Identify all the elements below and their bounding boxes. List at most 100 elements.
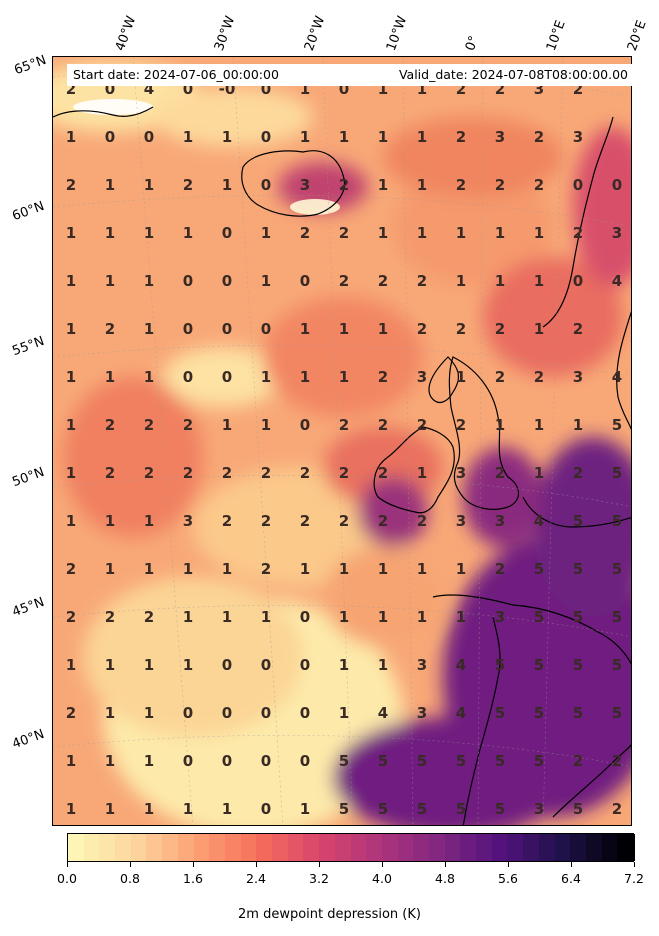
grid-value-label: 1 (300, 800, 310, 818)
grid-value-label: 0 (261, 800, 271, 818)
lon-label-30w: 30°W (211, 14, 239, 53)
grid-value-label: 0 (300, 416, 310, 434)
grid-value-label: 1 (66, 752, 76, 770)
colorbar-tickmark (256, 862, 257, 867)
grid-value-label: 1 (144, 176, 154, 194)
grid-value-label: 1 (300, 80, 310, 98)
grid-value-label: 1 (495, 416, 505, 434)
grid-value-label: 2 (105, 464, 115, 482)
grid-value-label: 5 (612, 416, 622, 434)
colorbar-tick-label: 5.6 (498, 871, 518, 886)
grid-value-label: 0 (183, 320, 193, 338)
grid-value-label: 2 (573, 752, 583, 770)
grid-value-label: 1 (456, 272, 466, 290)
colorbar-segment (507, 834, 525, 861)
dewpoint-field-shading (53, 62, 631, 825)
grid-value-label: 1 (183, 608, 193, 626)
grid-value-label: 2 (378, 512, 388, 530)
grid-value-label: 2 (534, 128, 544, 146)
grid-value-label: 1 (105, 704, 115, 722)
grid-value-label: 1 (105, 800, 115, 818)
grid-value-label: 1 (66, 368, 76, 386)
colorbar-segment (334, 834, 353, 861)
grid-value-label: 2 (573, 320, 583, 338)
grid-value-label: 2 (573, 224, 583, 242)
grid-value-label: 2 (339, 512, 349, 530)
grid-value-label: 2 (495, 464, 505, 482)
grid-value-label: 0 (300, 272, 310, 290)
grid-value-label: 2 (66, 704, 76, 722)
grid-value-label: 3 (456, 512, 466, 530)
grid-value-label: 3 (495, 128, 505, 146)
grid-value-label: 3 (495, 512, 505, 530)
colorbar-tick-label: 1.6 (183, 871, 203, 886)
colorbar-segment (350, 834, 368, 861)
grid-value-label: 1 (183, 656, 193, 674)
grid-value-label: 4 (612, 368, 622, 386)
grid-value-label: 1 (66, 320, 76, 338)
grid-value-label: 1 (300, 368, 310, 386)
grid-value-label: 3 (456, 464, 466, 482)
grid-value-label: 2 (261, 512, 271, 530)
grid-value-label: 2 (339, 224, 349, 242)
grid-value-label: 5 (339, 800, 349, 818)
grid-value-label: 0 (261, 80, 271, 98)
grid-value-label: 3 (417, 704, 427, 722)
grid-value-label: 2 (378, 272, 388, 290)
colorbar-segment (570, 834, 588, 861)
grid-value-label: 1 (417, 560, 427, 578)
grid-value-label: 2 (456, 80, 466, 98)
grid-value-label: 1 (261, 608, 271, 626)
grid-value-label: 1 (417, 128, 427, 146)
grid-value-label: 1 (534, 224, 544, 242)
grid-value-label: 0 (300, 752, 310, 770)
colorbar-tickmark (193, 862, 194, 867)
grid-value-label: 2 (144, 416, 154, 434)
grid-value-label: 3 (495, 608, 505, 626)
colorbar-segment (209, 834, 227, 861)
colorbar-tick-label: 7.2 (624, 871, 644, 886)
grid-value-label: 0 (300, 704, 310, 722)
grid-value-label: 2 (66, 560, 76, 578)
grid-value-label: 2 (417, 512, 427, 530)
grid-value-label: 4 (534, 512, 544, 530)
colorbar-tick-label: 6.4 (561, 871, 581, 886)
lon-label-10e: 10°E (543, 18, 569, 53)
grid-value-label: 3 (573, 368, 583, 386)
colorbar-segment (224, 834, 243, 861)
grid-value-label: 2 (534, 176, 544, 194)
grid-value-label: 2 (183, 464, 193, 482)
grid-value-label: 1 (66, 224, 76, 242)
grid-value-label: 0 (573, 272, 583, 290)
colorbar-segment (240, 834, 258, 861)
colorbar-segment (193, 834, 211, 861)
colorbar-segment (319, 834, 337, 861)
grid-value-label: 0 (144, 128, 154, 146)
grid-value-label: 1 (417, 464, 427, 482)
grid-value-label: 1 (417, 176, 427, 194)
grid-value-label: 1 (66, 800, 76, 818)
colorbar-segment (585, 834, 604, 861)
grid-value-label: 2 (495, 80, 505, 98)
grid-value-label: 1 (456, 368, 466, 386)
grid-value-label: 0 (183, 368, 193, 386)
colorbar-segment (617, 834, 635, 861)
grid-value-label: 5 (612, 656, 622, 674)
grid-value-label: 2 (417, 272, 427, 290)
lon-label-20e: 20°E (624, 18, 650, 53)
grid-value-label: 1 (222, 560, 232, 578)
grid-value-label: 0 (261, 176, 271, 194)
grid-value-label: 1 (261, 416, 271, 434)
lat-label-45n: 45°N (10, 594, 47, 621)
grid-value-label: 5 (417, 752, 427, 770)
grid-value-label: 1 (66, 464, 76, 482)
grid-value-label: 4 (144, 80, 154, 98)
grid-value-label: 1 (66, 272, 76, 290)
lat-label-65n: 65°N (12, 52, 49, 79)
grid-value-label: 1 (339, 656, 349, 674)
grid-value-label: 1 (66, 656, 76, 674)
colorbar-segment (130, 834, 149, 861)
colorbar-segment (99, 834, 117, 861)
grid-value-label: 0 (222, 704, 232, 722)
grid-value-label: 5 (534, 656, 544, 674)
